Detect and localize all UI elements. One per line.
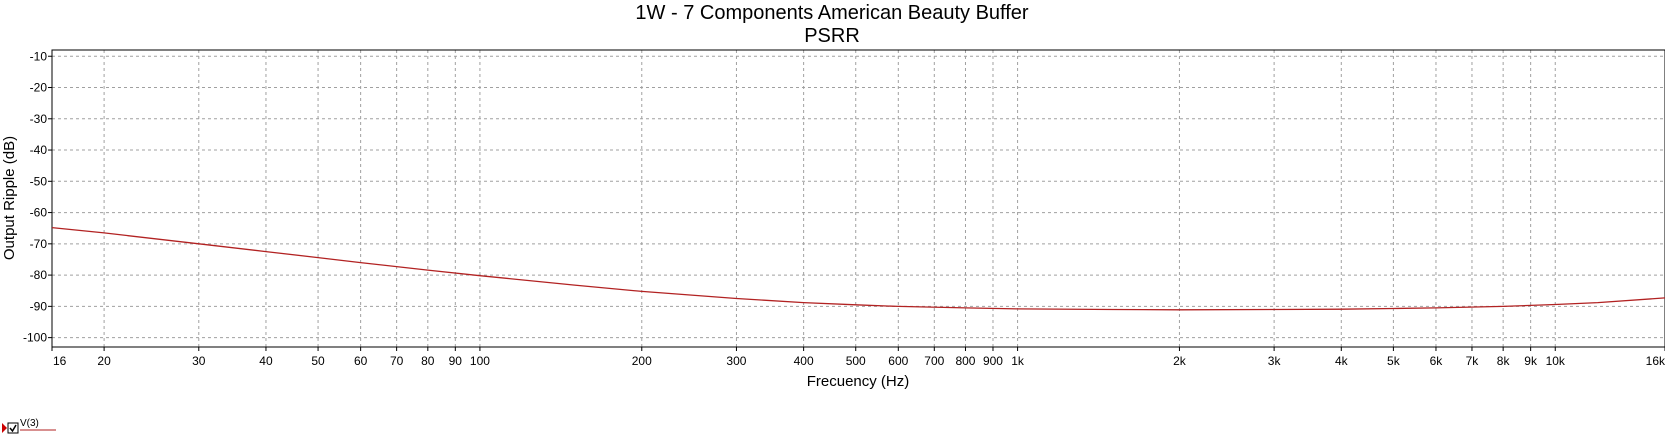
y-tick-label: -10 bbox=[30, 49, 48, 63]
x-tick-label: 50 bbox=[311, 354, 325, 368]
x-tick-label: 2k bbox=[1173, 354, 1187, 368]
x-tick-label: 400 bbox=[794, 354, 814, 368]
y-tick-label: -100 bbox=[23, 331, 47, 345]
legend-checkbox[interactable] bbox=[7, 422, 19, 434]
y-tick-label: -90 bbox=[30, 299, 48, 313]
x-tick-label: 300 bbox=[726, 354, 746, 368]
x-tick-label: 5k bbox=[1387, 354, 1401, 368]
x-tick-label: 600 bbox=[888, 354, 908, 368]
y-axis-ticks: -10 -20 -30 -40 -50 -60 -70 -80 -90 -100 bbox=[23, 49, 52, 345]
x-tick-label: 8k bbox=[1497, 354, 1511, 368]
x-tick-label: 16 bbox=[53, 354, 67, 368]
y-tick-label: -70 bbox=[30, 237, 48, 251]
chart-subtitle: PSRR bbox=[804, 25, 860, 47]
x-tick-label: 700 bbox=[924, 354, 944, 368]
x-tick-label: 100 bbox=[470, 354, 490, 368]
y-tick-label: -40 bbox=[30, 143, 48, 157]
y-axis-label: Output Ripple (dB) bbox=[1, 136, 18, 260]
y-tick-label: -60 bbox=[30, 206, 48, 220]
x-tick-label: 80 bbox=[421, 354, 435, 368]
x-tick-label: 3k bbox=[1268, 354, 1282, 368]
x-tick-label: 1k bbox=[1011, 354, 1025, 368]
x-tick-label: 4k bbox=[1335, 354, 1349, 368]
x-tick-label: 40 bbox=[259, 354, 273, 368]
legend: V(3) bbox=[2, 418, 56, 434]
x-axis-label: Frecuency (Hz) bbox=[807, 373, 910, 390]
series-line-v3 bbox=[51, 226, 1665, 311]
x-tick-label: 9k bbox=[1524, 354, 1538, 368]
x-tick-label: 200 bbox=[632, 354, 652, 368]
x-tick-label: 800 bbox=[955, 354, 975, 368]
x-tick-label: 70 bbox=[390, 354, 404, 368]
x-tick-label: 900 bbox=[983, 354, 1003, 368]
x-axis-ticks: 16 20 30 40 50 60 70 80 90 100 200 300 400 500 600 700 8… bbox=[51, 347, 1665, 368]
x-tick-label: 16k bbox=[1646, 354, 1665, 368]
x-tick-label: 90 bbox=[449, 354, 463, 368]
legend-marker-icon bbox=[2, 423, 7, 433]
x-tick-label: 500 bbox=[846, 354, 866, 368]
x-tick-label: 20 bbox=[97, 354, 111, 368]
x-tick-label: 10k bbox=[1546, 354, 1566, 368]
x-tick-label: 7k bbox=[1466, 354, 1480, 368]
chart-title: 1W - 7 Components American Beauty Buffer bbox=[635, 2, 1028, 24]
x-tick-label: 6k bbox=[1430, 354, 1444, 368]
y-tick-label: -20 bbox=[30, 81, 48, 95]
y-tick-label: -30 bbox=[30, 112, 48, 126]
plot-area-frame bbox=[51, 49, 1665, 348]
grid-lines bbox=[51, 50, 1665, 347]
legend-series-label: V(3) bbox=[20, 418, 39, 429]
y-tick-label: -80 bbox=[30, 268, 48, 282]
x-tick-label: 30 bbox=[192, 354, 206, 368]
x-tick-label: 60 bbox=[354, 354, 368, 368]
legend-checkmark-icon bbox=[9, 424, 17, 433]
y-tick-label: -50 bbox=[30, 174, 48, 188]
series-group bbox=[51, 226, 1665, 311]
